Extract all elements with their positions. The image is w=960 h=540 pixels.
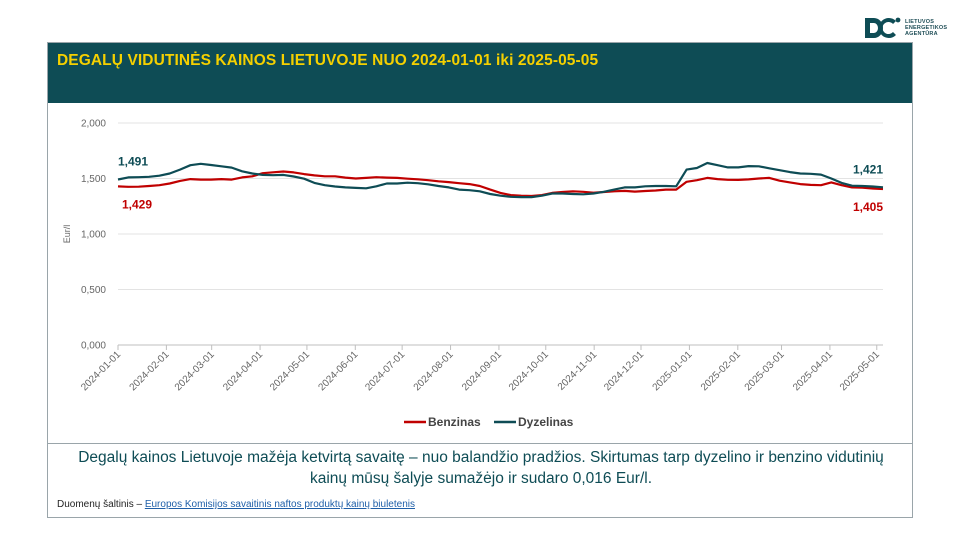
y-tick-label: 1,500 bbox=[81, 174, 106, 185]
x-tick-label: 2025-03-01 bbox=[743, 349, 787, 393]
series-line-dyzelinas bbox=[117, 161, 884, 199]
agency-name-line: LIETUVOS bbox=[905, 18, 935, 25]
x-tick-label: 2024-07-01 bbox=[363, 349, 407, 393]
x-tick-label: 2024-12-01 bbox=[602, 349, 646, 393]
agency-logo: LIETUVOS ENERGETIKOS AGENTŪRA bbox=[862, 14, 958, 42]
x-tick-label: 2024-05-01 bbox=[268, 349, 312, 393]
y-tick-label: 1,000 bbox=[81, 230, 106, 241]
agency-name-line: AGENTŪRA bbox=[905, 31, 938, 38]
x-tick-label: 2025-04-01 bbox=[791, 349, 835, 393]
data-label-benzinas-last: 1,405 bbox=[853, 200, 883, 214]
legend-label-benzinas: Benzinas bbox=[428, 415, 481, 429]
series-line-benzinas bbox=[117, 170, 884, 198]
x-tick-label: 2024-02-01 bbox=[128, 349, 172, 393]
chart-title: DEGALŲ VIDUTINĖS KAINOS LIETUVOJE NUO 20… bbox=[57, 52, 599, 69]
x-tick-label: 2024-06-01 bbox=[316, 349, 360, 393]
x-tick-label: 2024-09-01 bbox=[460, 349, 504, 393]
legend-label-dyzelinas: Dyzelinas bbox=[518, 415, 574, 429]
data-label-dyzelinas-first: 1,491 bbox=[118, 154, 148, 168]
summary-note: Degalų kainos Lietuvoje mažėja ketvirtą … bbox=[78, 449, 884, 487]
source-label: Duomenų šaltinis – bbox=[57, 499, 145, 510]
agency-logo-icon bbox=[865, 17, 901, 38]
x-tick-label: 2024-04-01 bbox=[221, 349, 265, 393]
x-tick-label: 2025-02-01 bbox=[699, 349, 743, 393]
agency-logo-text: LIETUVOS ENERGETIKOS AGENTŪRA bbox=[905, 19, 947, 38]
data-label-dyzelinas-last: 1,421 bbox=[853, 162, 883, 176]
data-source: Duomenų šaltinis – Europos Komisijos sav… bbox=[57, 499, 415, 510]
y-tick-label: 0,000 bbox=[81, 341, 106, 352]
panel-divider bbox=[48, 443, 912, 444]
chart-panel: DEGALŲ VIDUTINĖS KAINOS LIETUVOJE NUO 20… bbox=[47, 42, 913, 518]
x-tick-label: 2024-10-01 bbox=[507, 349, 551, 393]
x-tick-label: 2025-01-01 bbox=[651, 349, 695, 393]
x-tick-label: 2024-11-01 bbox=[556, 349, 600, 393]
x-tick-label: 2024-03-01 bbox=[173, 349, 217, 393]
y-tick-label: 0,500 bbox=[81, 285, 106, 296]
x-tick-label: 2025-05-01 bbox=[838, 349, 882, 393]
x-tick-label: 2024-08-01 bbox=[412, 349, 456, 393]
y-axis-label: Eur/l bbox=[62, 225, 72, 244]
x-tick-label: 2024-01-01 bbox=[79, 349, 123, 393]
source-link[interactable]: Europos Komisijos savaitinis naftos prod… bbox=[144, 499, 415, 510]
title-bar: DEGALŲ VIDUTINĖS KAINOS LIETUVOJE NUO 20… bbox=[48, 43, 912, 103]
data-label-benzinas-first: 1,429 bbox=[122, 197, 152, 211]
y-tick-label: 2,000 bbox=[81, 119, 106, 130]
agency-name-line: ENERGETIKOS bbox=[905, 24, 948, 31]
fuel-price-chart: 0,000 0,500 1,000 1,500 2,000 Eur/l 2024-01-01… bbox=[62, 119, 884, 430]
